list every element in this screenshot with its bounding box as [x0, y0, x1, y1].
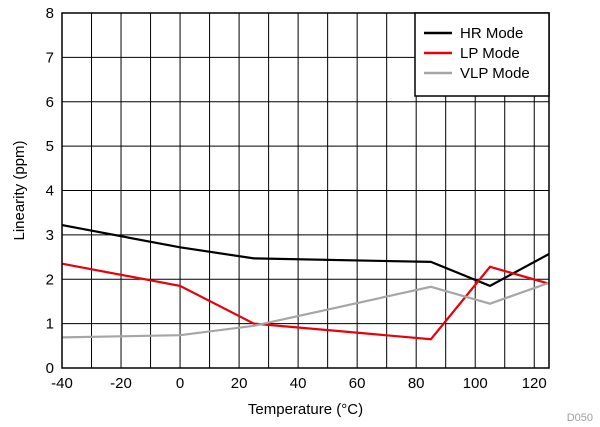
plot-frame [61, 12, 550, 369]
series-line-vlp-mode [61, 281, 550, 339]
legend-label: VLP Mode [460, 65, 530, 82]
series-line-lp-mode [61, 262, 550, 341]
y-tick-label: 7 [46, 49, 54, 66]
y-tick-label: 1 [46, 316, 54, 333]
y-tick-label: 4 [46, 183, 54, 200]
x-tick-label: 40 [290, 375, 307, 392]
series-layer [61, 224, 550, 341]
y-tick-label: 0 [46, 360, 54, 377]
y-tick-label: 2 [46, 271, 54, 288]
y-tick-label: 6 [46, 94, 54, 111]
y-axis-label: Linearity (ppm) [11, 140, 28, 240]
x-tick-labels: -40 -20 0 20 40 60 80 100 120 [51, 375, 547, 392]
legend: HR Mode LP Mode VLP Mode [414, 12, 550, 97]
x-tick-label: 0 [176, 375, 184, 392]
x-tick-label: -20 [110, 375, 132, 392]
x-tick-label: -40 [51, 375, 73, 392]
legend-label: HR Mode [460, 25, 523, 42]
x-tick-label: 120 [522, 375, 547, 392]
x-tick-label: 20 [231, 375, 248, 392]
figure-id: D050 [567, 412, 593, 424]
legend-box [414, 12, 550, 97]
y-tick-label: 5 [46, 138, 54, 155]
legend-label: LP Mode [460, 45, 520, 62]
y-tick-label: 3 [46, 227, 54, 244]
x-tick-label: 60 [349, 375, 366, 392]
x-tick-label: 80 [408, 375, 425, 392]
x-axis-label: Temperature (°C) [248, 401, 363, 418]
y-tick-labels: 0 1 2 3 4 5 6 7 8 [46, 5, 54, 377]
x-tick-label: 100 [463, 375, 488, 392]
y-tick-label: 8 [46, 5, 54, 22]
series-line-hr-mode [61, 224, 550, 288]
